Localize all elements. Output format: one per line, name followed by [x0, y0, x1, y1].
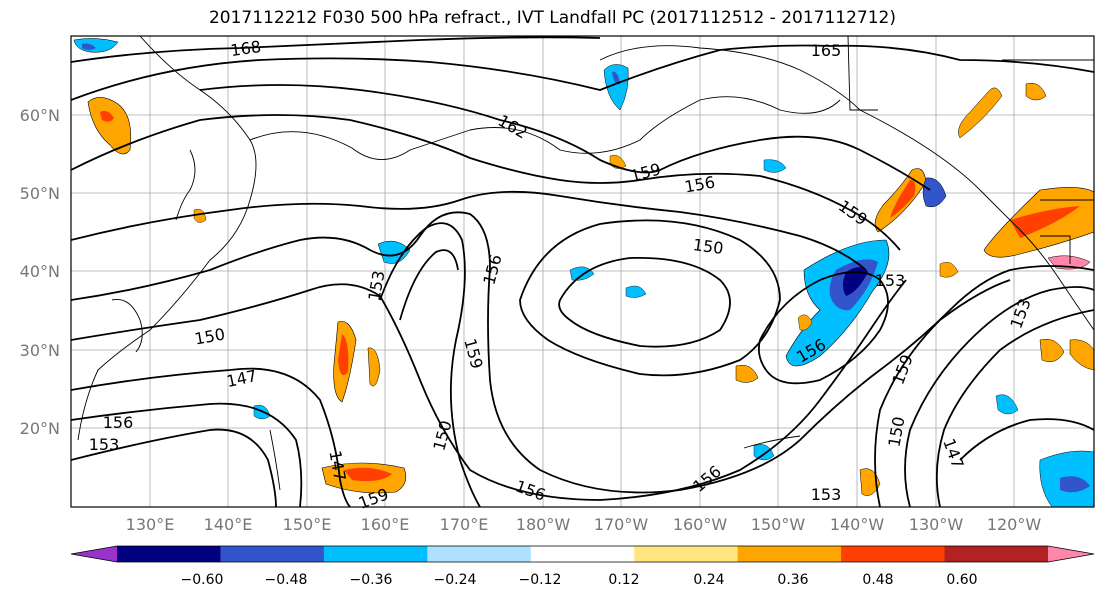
colorbar-swatch [323, 546, 428, 562]
colorbar-swatch [737, 546, 842, 562]
lat-label: 30°N [20, 341, 60, 360]
colorbar-tick-label: 0.36 [777, 572, 808, 588]
lon-label: 170°E [440, 515, 489, 534]
colorbar-extend-max [1048, 546, 1094, 562]
contour-label: 153 [89, 435, 120, 454]
lon-label: 140°E [204, 515, 253, 534]
colorbar-tick-label: 0.12 [608, 572, 639, 588]
lat-label: 20°N [20, 419, 60, 438]
lon-label: 140°W [830, 515, 885, 534]
lon-label: 150°W [751, 515, 806, 534]
lon-label: 170°W [594, 515, 649, 534]
shaded-field [73, 38, 1094, 507]
contour-label: 165 [811, 41, 842, 60]
lon-label: 130°E [126, 515, 175, 534]
lon-label: 160°E [361, 515, 410, 534]
contour-lines [71, 36, 1094, 507]
colorbar-swatch [530, 546, 635, 562]
colorbar-swatch [634, 546, 739, 562]
colorbar-swatch [220, 546, 325, 562]
lat-label: 50°N [20, 184, 60, 203]
colorbar-tick-labels: −0.60 −0.48 −0.36 −0.24 −0.12 0.12 0.24 … [181, 572, 978, 588]
contour-label: 168 [229, 37, 262, 60]
colorbar-outline [70, 545, 1095, 563]
contour-label: 150 [692, 235, 725, 258]
lat-label: 60°N [20, 106, 60, 125]
lon-label: 160°W [673, 515, 728, 534]
lon-label: 130°W [909, 515, 964, 534]
colorbar-tick-label: −0.36 [350, 572, 393, 588]
colorbar-swatch [841, 546, 946, 562]
contour-label: 153 [811, 485, 842, 504]
colorbar-swatch [117, 546, 221, 562]
lat-labels: 60°N 50°N 40°N 30°N 20°N [20, 106, 60, 438]
contour-label: 156 [103, 413, 134, 432]
colorbar-tick-label: −0.24 [434, 572, 477, 588]
colorbar-extend-min [71, 546, 117, 562]
lat-label: 40°N [20, 262, 60, 281]
graticule [71, 36, 1094, 507]
colorbar-tick-label: −0.48 [265, 572, 308, 588]
colorbar-tick-label: −0.60 [181, 572, 224, 588]
colorbar-swatch [944, 546, 1049, 562]
contour-labels: 168 165 162 159 156 159 150 153 153 150 … [89, 37, 1035, 513]
colorbar-swatch [427, 546, 532, 562]
lon-label: 120°W [987, 515, 1042, 534]
colorbar-tick-label: 0.48 [862, 572, 893, 588]
map-title: 2017112212 F030 500 hPa refract., IVT La… [208, 8, 896, 28]
lon-label: 180°W [516, 515, 571, 534]
colorbar-tick-label: 0.60 [946, 572, 977, 588]
colorbar-tick-label: −0.12 [519, 572, 562, 588]
map-frame [70, 35, 1095, 508]
colorbar-tick-label: 0.24 [693, 572, 724, 588]
contour-label: 153 [875, 271, 906, 290]
lon-labels: 130°E 140°E 150°E 160°E 170°E 180°W 170°… [126, 515, 1042, 534]
colorbar [70, 545, 1095, 563]
lon-label: 150°E [283, 515, 332, 534]
